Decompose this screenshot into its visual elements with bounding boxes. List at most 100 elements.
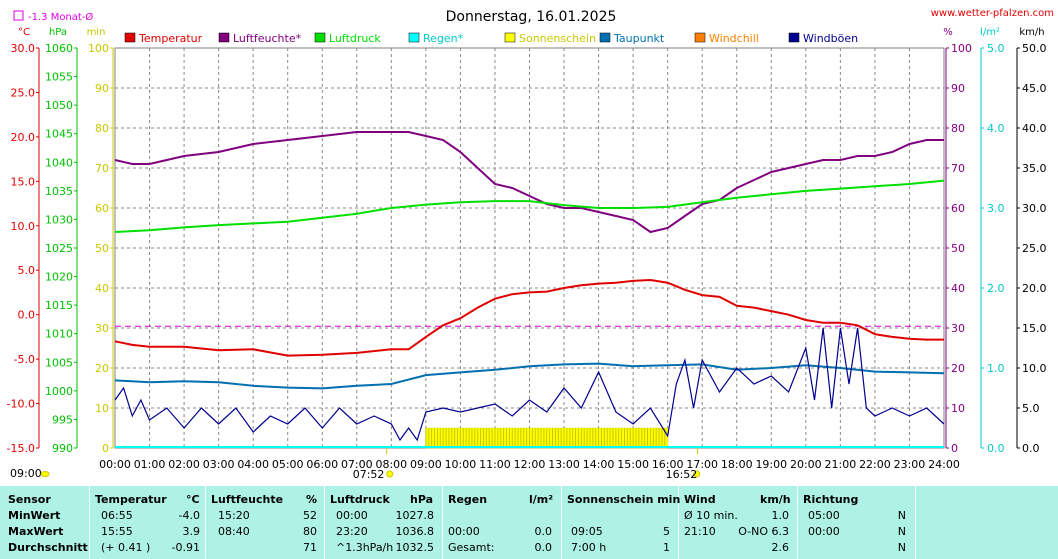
time-tick-label: 16:00 (652, 458, 684, 471)
min-axis-tick-label: 80 (95, 122, 109, 135)
chart-series (114, 131, 945, 449)
table-cell: 09:05 (571, 525, 603, 538)
hpa-axis-tick-label: 1050 (45, 99, 73, 112)
legend-swatch (314, 32, 326, 43)
table-cell: -4.0 (178, 509, 200, 522)
table-divider (561, 486, 562, 559)
temp-axis-tick-label: 5.0 (18, 264, 36, 277)
kmh-axis-tick-label: 10.0 (1022, 362, 1047, 375)
time-tick-label: 09:00 (410, 458, 442, 471)
table-cell: 08:40 (218, 525, 250, 538)
kmh-axis-tick-label: 5.0 (1022, 402, 1040, 415)
series-luftdruck (114, 179, 945, 233)
rain-axis-tick-label: 3.0 (987, 202, 1005, 215)
table-cell: 0.0 (534, 541, 553, 554)
min-axis-tick-label: 20 (95, 362, 109, 375)
site-link[interactable]: www.wetter-pfalzen.com (931, 8, 1054, 19)
rain-axis-tick-label: 0.0 (987, 442, 1005, 455)
pct-axis-tick-label: 40 (951, 282, 965, 295)
hpa-axis-tick-label: 1020 (45, 271, 73, 284)
table-cell: 1 (663, 541, 670, 554)
time-tick-label: 20:00 (790, 458, 822, 471)
table-cell: 15:20 (218, 509, 250, 522)
table-cell: N (897, 509, 906, 522)
pct-axis-tick-label: 100 (951, 42, 972, 55)
hpa-axis-tick-label: 1045 (45, 128, 73, 141)
kmh-axis-tick-label: 30.0 (1022, 202, 1047, 215)
table-cell: 1036.8 (395, 525, 435, 538)
header-pressure-unit: hPa (410, 493, 434, 506)
pct-axis-tick-label: 0 (951, 442, 958, 455)
unit-kmh: km/h (1019, 27, 1044, 38)
header-rain: Regen (448, 493, 488, 506)
header-temp-unit: °C (186, 493, 200, 506)
left-time-label: 09:00 (10, 467, 42, 480)
time-tick-label: 22:00 (859, 458, 891, 471)
table-divider (442, 486, 443, 559)
temp-axis-tick-label: 0.0 (18, 309, 36, 322)
table-cell: 80 (303, 525, 317, 538)
hpa-axis-tick-label: 995 (52, 413, 73, 426)
time-tick-label: 15:00 (617, 458, 649, 471)
min-axis-tick-label: 50 (95, 242, 109, 255)
row-label: MaxWert (8, 525, 64, 538)
time-tick-label: 21:00 (825, 458, 857, 471)
hpa-axis-tick-label: 1060 (45, 42, 73, 55)
legend-swatch (504, 32, 516, 43)
time-tick-label: 06:00 (306, 458, 338, 471)
header-direction: Richtung (803, 493, 859, 506)
table-cell: -0.91 (171, 541, 200, 554)
table-cell: 1.0 (771, 509, 790, 522)
legend-swatch (599, 32, 611, 43)
sunset-icon (693, 470, 701, 478)
sunrise-label: 07:52 (353, 468, 385, 481)
table-cell: 7:00 h (571, 541, 607, 554)
time-tick-label: 02:00 (168, 458, 200, 471)
table-cell: 71 (303, 541, 317, 554)
rain-axis-tick-label: 2.0 (987, 282, 1005, 295)
rain-axis-tick-label: 4.0 (987, 122, 1005, 135)
hpa-axis-tick-label: 1005 (45, 356, 73, 369)
pct-axis-tick-label: 50 (951, 242, 965, 255)
legend-label: Taupunkt (613, 32, 665, 45)
min-axis-tick-label: 60 (95, 202, 109, 215)
time-tick-label: 14:00 (583, 458, 615, 471)
kmh-axis-tick-label: 40.0 (1022, 122, 1047, 135)
min-axis-tick-label: 100 (88, 42, 109, 55)
time-tick-label: 23:00 (894, 458, 926, 471)
table-cell: Ø 10 min. (684, 509, 738, 522)
legend-swatch (408, 32, 420, 43)
time-tick-label: 13:00 (548, 458, 580, 471)
rain-axis-tick-label: 1.0 (987, 362, 1005, 375)
min-axis-tick-label: 10 (95, 402, 109, 415)
table-cell: 21:10 (684, 525, 716, 538)
hpa-axis-tick-label: 1040 (45, 156, 73, 169)
time-tick-label: 11:00 (479, 458, 511, 471)
sunrise-icon (386, 470, 394, 478)
legend-swatch (218, 32, 230, 43)
table-cell: O-NO 6.3 (738, 525, 789, 538)
sunset-label: 16:52 (666, 468, 698, 481)
min-axis-tick-label: 30 (95, 322, 109, 335)
unit-lm2: l/m² (980, 27, 1000, 38)
legend-swatch (788, 32, 800, 43)
time-tick-label: 17:00 (686, 458, 718, 471)
temp-axis-tick-label: 20.0 (11, 131, 36, 144)
header-rain-unit: l/m² (529, 493, 554, 506)
header-humidity: Luftfeuchte (211, 493, 284, 506)
weather-chart: 30.0 25.0 20.0 15.0 10.0 5.0 0.0 -5.0 -10.0 -15.0… (6, 8, 1054, 481)
kmh-axis-tick-label: 35.0 (1022, 162, 1047, 175)
table-cell: 3.9 (182, 525, 201, 538)
legend-label: Luftdruck (329, 32, 381, 45)
table-cell: 23:20 (336, 525, 368, 538)
table-cell: 5 (663, 525, 670, 538)
unit-percent: % (943, 27, 953, 38)
left-sun-icon (40, 471, 50, 477)
rain-axis-tick-label: 5.0 (987, 42, 1005, 55)
header-humidity-unit: % (306, 493, 318, 506)
kmh-axis-tick-label: 45.0 (1022, 82, 1047, 95)
min-axis-tick-label: 40 (95, 282, 109, 295)
pct-axis-tick-label: 10 (951, 402, 965, 415)
table-cell: ^1.3hPa/h (336, 541, 394, 554)
